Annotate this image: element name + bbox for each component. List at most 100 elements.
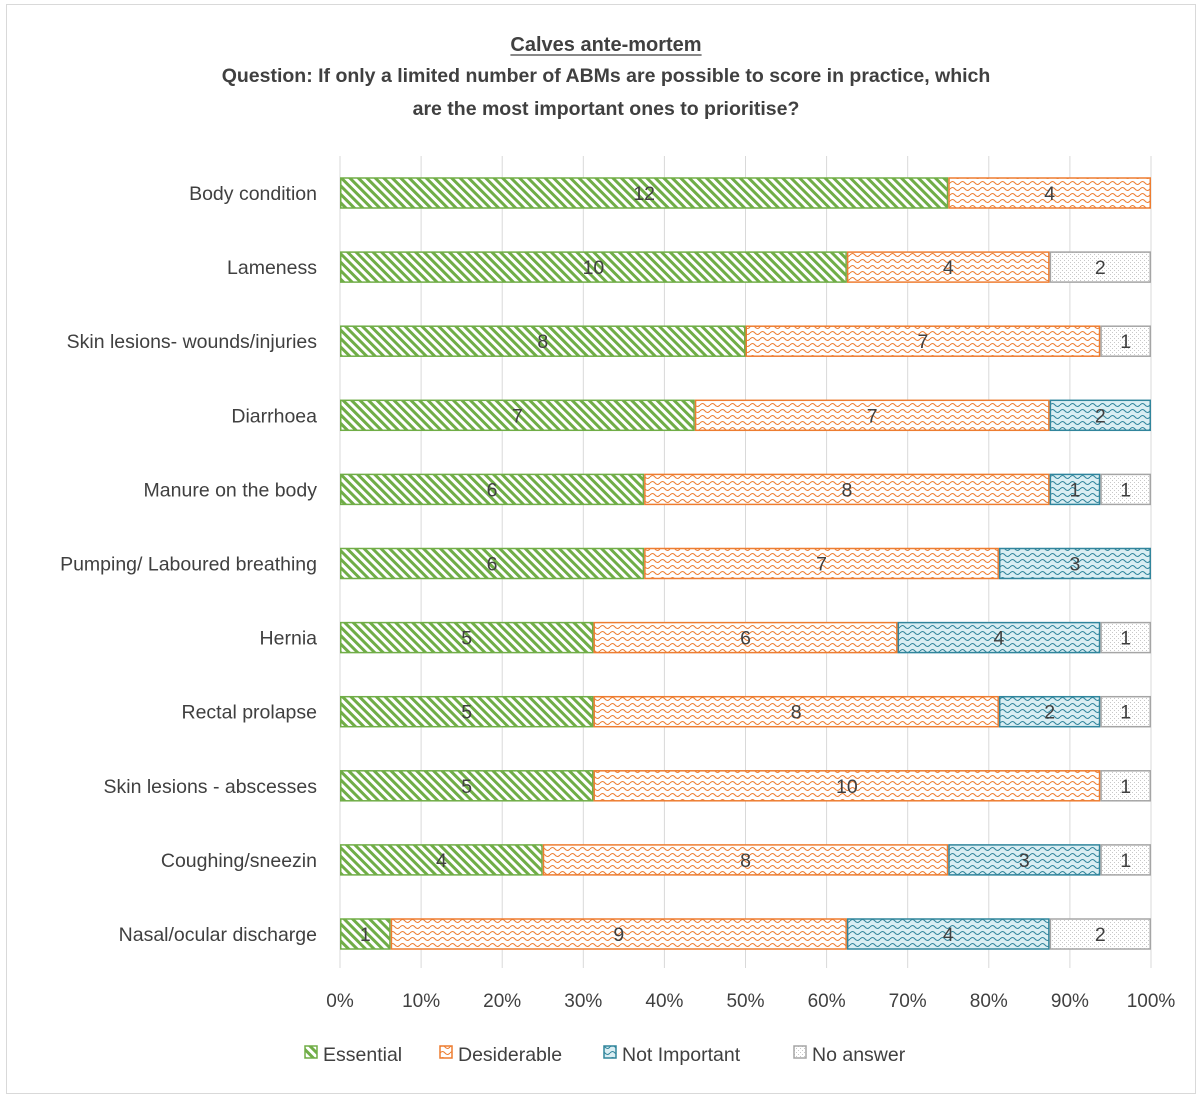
- bar-segment: [644, 473, 1050, 506]
- x-axis-tick-labels: 0% 10% 20% 30% 40% 50% 60% 70% 80% 90% 100%: [326, 991, 1175, 1012]
- data-label: 8: [740, 850, 751, 872]
- x-tick-label: 20%: [483, 991, 521, 1012]
- data-label: 7: [512, 405, 523, 427]
- bar-segment: [998, 695, 1101, 728]
- x-tick-label: 80%: [970, 991, 1008, 1012]
- chart-subtitle-line-2: are the most important ones to prioritis…: [413, 98, 800, 120]
- category-labels: Body condition Lameness Skin lesions- woun…: [60, 183, 317, 946]
- data-label: 8: [537, 331, 548, 353]
- data-label: 1: [1120, 331, 1131, 353]
- bar-segment: [1049, 918, 1151, 950]
- bar-segment: [542, 844, 949, 876]
- data-label: 1: [1120, 479, 1131, 501]
- x-tick-label: 10%: [402, 991, 440, 1012]
- category-label: Diarrhoea: [231, 405, 317, 427]
- bar-segment: [1100, 621, 1151, 654]
- category-label: Rectal prolapse: [182, 702, 318, 724]
- data-label: 1: [1120, 628, 1131, 650]
- data-label: 1: [360, 924, 371, 946]
- data-label: 2: [1044, 702, 1055, 724]
- data-label: 1: [1120, 850, 1131, 872]
- bar-segment: [897, 621, 1101, 654]
- data-label: 8: [791, 702, 802, 724]
- bar-segment: [1049, 399, 1151, 432]
- bar-segment: [998, 547, 1151, 580]
- data-label: 6: [487, 554, 498, 576]
- category-label: Hernia: [260, 628, 318, 650]
- legend-label: Essential: [323, 1044, 402, 1066]
- bar-segment: [340, 251, 847, 283]
- bar-segment: [1049, 251, 1151, 283]
- data-label: 4: [436, 850, 447, 872]
- x-tick-label: 40%: [645, 991, 683, 1012]
- x-tick-label: 0%: [326, 991, 354, 1012]
- data-label: 4: [994, 628, 1005, 650]
- legend-label: No answer: [812, 1044, 906, 1066]
- data-label: 9: [613, 924, 624, 946]
- bar-segment: [593, 695, 999, 728]
- bars: 12 4 10 4 2 8 7 1 7 7 2 6 8 1 1 6 7 3 5 6 4 1 5 8 2 1 5 10 1 4 8 3 1 1 9 4 2: [340, 177, 1151, 950]
- data-label: 1: [1070, 479, 1081, 501]
- data-label: 1: [1120, 776, 1131, 798]
- legend-label: Desiderable: [458, 1044, 562, 1066]
- x-tick-label: 50%: [726, 991, 764, 1012]
- bar-segment: [694, 399, 1050, 432]
- bar-segment: [846, 918, 1050, 950]
- bar-segment: [1049, 473, 1101, 506]
- data-label: 5: [461, 776, 472, 798]
- bar-segment: [1100, 770, 1151, 802]
- data-label: 10: [836, 776, 858, 798]
- x-tick-label: 60%: [808, 991, 846, 1012]
- data-label: 2: [1095, 405, 1106, 427]
- bar-segment: [340, 325, 746, 357]
- data-label: 4: [943, 924, 954, 946]
- category-label: Pumping/ Laboured breathing: [60, 554, 317, 576]
- legend: Essential Desiderable Not Important No answ…: [304, 1044, 906, 1066]
- legend-label: Not Important: [622, 1044, 741, 1066]
- data-label: 2: [1095, 257, 1106, 279]
- category-label: Body condition: [189, 183, 317, 205]
- bar-segment: [340, 695, 594, 728]
- category-label: Skin lesions - abscesses: [103, 776, 317, 798]
- bar-segment: [745, 325, 1101, 357]
- bar-segment: [390, 918, 847, 950]
- category-label: Skin lesions- wounds/injuries: [67, 331, 318, 353]
- bar-segment: [1100, 844, 1151, 876]
- bar-segment: [340, 844, 543, 876]
- bar-segment: [1100, 473, 1151, 506]
- data-label: 8: [841, 479, 852, 501]
- legend-swatch: [304, 1045, 318, 1059]
- data-label: 6: [740, 628, 751, 650]
- bar-segment: [644, 547, 999, 580]
- x-tick-label: 70%: [889, 991, 927, 1012]
- data-label: 5: [461, 702, 472, 724]
- bar-segment: [948, 177, 1151, 209]
- data-label: 4: [943, 257, 954, 279]
- data-label: 3: [1070, 554, 1081, 576]
- data-label: 4: [1044, 183, 1055, 205]
- bar-segment: [340, 918, 391, 950]
- bar-segment: [340, 770, 594, 802]
- x-tick-label: 90%: [1051, 991, 1089, 1012]
- category-label: Nasal/ocular discharge: [119, 924, 317, 946]
- legend-swatch: [603, 1045, 617, 1059]
- bar-segment: [1100, 325, 1151, 357]
- bar-segment: [948, 844, 1101, 876]
- data-label: 7: [867, 405, 878, 427]
- category-label: Manure on the body: [144, 479, 318, 501]
- data-label: 1: [1120, 702, 1131, 724]
- data-label: 6: [487, 479, 498, 501]
- legend-swatch: [793, 1045, 807, 1059]
- bar-segment: [593, 621, 898, 654]
- data-label: 12: [633, 183, 655, 205]
- bar-segment: [340, 547, 645, 580]
- bar-segment: [340, 473, 645, 506]
- bar-segment: [846, 251, 1050, 283]
- x-tick-label: 30%: [564, 991, 602, 1012]
- data-label: 5: [461, 628, 472, 650]
- bar-segment: [1100, 695, 1151, 728]
- category-label: Coughing/sneezin: [161, 850, 317, 872]
- bar-segment: [340, 177, 949, 209]
- data-label: 10: [583, 257, 605, 279]
